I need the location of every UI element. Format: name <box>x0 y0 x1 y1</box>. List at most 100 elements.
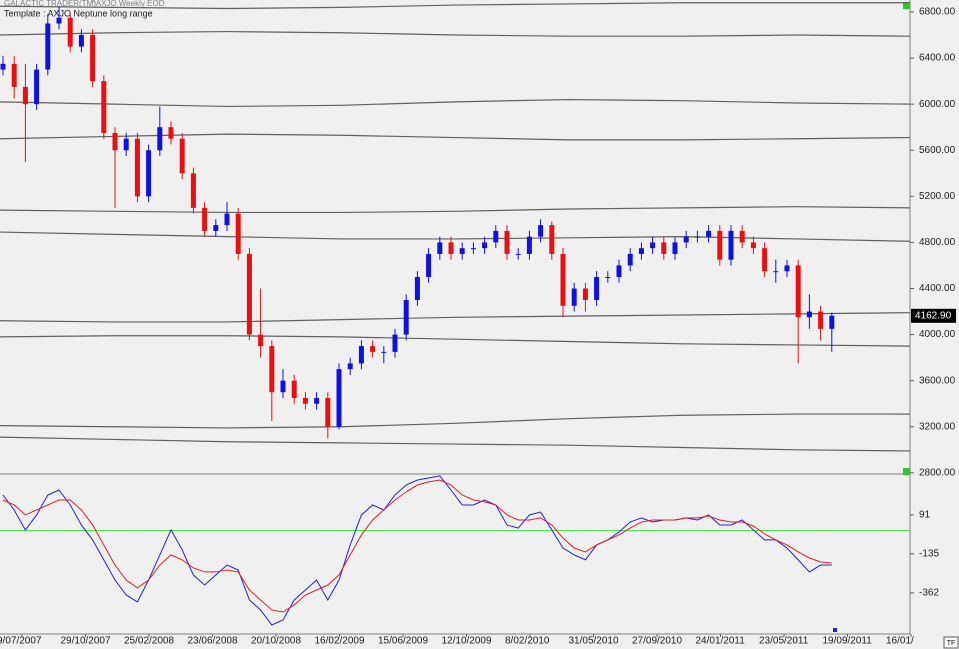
x-tick-label: 16/01/ <box>886 636 914 647</box>
candle-body <box>45 23 51 70</box>
candle-body <box>11 63 17 87</box>
last-price-box <box>911 308 956 323</box>
candle-body <box>459 248 465 254</box>
candle-body <box>504 230 510 254</box>
x-tick-label: 9/07/2007 <box>0 636 42 647</box>
candle-body <box>302 397 308 404</box>
symbol: ^AXJO Weekly EOD <box>92 0 165 8</box>
candle-body <box>717 230 723 260</box>
y-tick-label: -135 <box>919 549 939 560</box>
candle-body <box>146 150 152 197</box>
candle-body <box>202 207 208 231</box>
candle-body <box>795 265 801 318</box>
candle-body <box>526 236 532 254</box>
candle-body <box>258 334 264 347</box>
candle-body <box>123 138 129 151</box>
candle-body <box>739 230 745 243</box>
candle-body <box>414 276 420 301</box>
candle-body <box>336 369 342 427</box>
candle-body <box>179 138 185 174</box>
candle-body <box>22 86 28 105</box>
candle-body <box>661 242 667 254</box>
x-tick-label: 12/10/2009 <box>442 636 492 647</box>
oscillator-line <box>2 479 832 613</box>
last-price-label: 4162.90 <box>915 310 952 321</box>
candle-body <box>246 253 252 335</box>
y-tick-label: 5200.00 <box>919 191 956 202</box>
y-tick-label: 3600.00 <box>919 375 956 386</box>
overlay-line <box>0 30 911 37</box>
candle-body <box>392 334 398 352</box>
candle-body <box>269 346 275 393</box>
x-tick-label: 19/09/2011 <box>823 636 873 647</box>
y-tick-label: 4000.00 <box>919 329 956 340</box>
candle-body <box>750 242 756 249</box>
overlay-line <box>0 133 911 141</box>
corner-box[interactable] <box>943 636 959 649</box>
template: Template : AXJO Neptune long range <box>4 8 153 18</box>
overlay-line <box>0 413 910 429</box>
candle-body <box>683 236 689 243</box>
x-tick-label: 20/10/2008 <box>251 636 301 647</box>
candle-body <box>280 380 286 393</box>
marker <box>833 628 837 632</box>
candle-body <box>437 242 443 254</box>
candle-body <box>605 276 611 278</box>
candle-body <box>470 248 476 250</box>
overlay-line <box>0 335 911 347</box>
candle-body <box>56 17 62 24</box>
candle-body <box>34 69 40 105</box>
candle-body <box>616 265 622 277</box>
candle-body <box>190 173 196 208</box>
overlay-line <box>0 2 910 10</box>
candle-body <box>101 81 107 133</box>
x-tick-label: 23/06/2008 <box>188 636 238 647</box>
x-tick-label: 27/09/2010 <box>632 636 682 647</box>
y-tick-label: 6000.00 <box>919 99 956 110</box>
y-tick-label: 5600.00 <box>919 145 956 156</box>
x-tick-label: 31/05/2010 <box>569 636 619 647</box>
y-tick-label: 6800.00 <box>919 7 956 18</box>
x-tick-label: 25/02/2008 <box>124 636 174 647</box>
overlay-line <box>0 98 911 108</box>
candle-body <box>818 311 824 329</box>
candle-body <box>650 242 656 249</box>
candle-body <box>493 230 499 243</box>
y-tick-label: 4800.00 <box>919 237 956 248</box>
candle-body <box>426 253 432 277</box>
candle-body <box>134 138 140 197</box>
y-tick-label: 2800.00 <box>919 467 956 478</box>
candle-body <box>291 380 297 398</box>
candle-body <box>672 242 678 254</box>
candle-body <box>67 17 73 47</box>
candle-body <box>571 288 577 306</box>
candle-body <box>168 127 174 139</box>
x-tick-label: 8/02/2010 <box>505 636 550 647</box>
candle-body <box>582 288 588 301</box>
candle-body <box>112 132 118 151</box>
corner-label[interactable]: TF <box>947 640 956 647</box>
x-tick-label: 24/01/2011 <box>696 636 746 647</box>
candle-body <box>90 35 96 82</box>
candle-body <box>347 363 353 370</box>
y-tick-label: 91 <box>919 510 931 521</box>
candle-body <box>549 225 555 254</box>
candle-body <box>403 300 409 335</box>
candle-body <box>235 213 241 254</box>
candle-body <box>627 253 633 266</box>
candle-body <box>0 63 6 70</box>
overlay-line <box>0 206 911 214</box>
candle-body <box>358 346 364 364</box>
candle-body <box>773 271 779 273</box>
candle-body <box>381 351 387 353</box>
candle-body <box>829 315 835 329</box>
oscillator-line <box>2 475 832 626</box>
marker <box>903 2 910 9</box>
x-tick-label: 23/05/2011 <box>759 636 809 647</box>
candle-body <box>806 311 812 318</box>
overlay-line <box>0 312 911 323</box>
y-tick-label: 3200.00 <box>919 421 956 432</box>
candle-body <box>594 276 600 301</box>
candle-body <box>728 230 734 260</box>
